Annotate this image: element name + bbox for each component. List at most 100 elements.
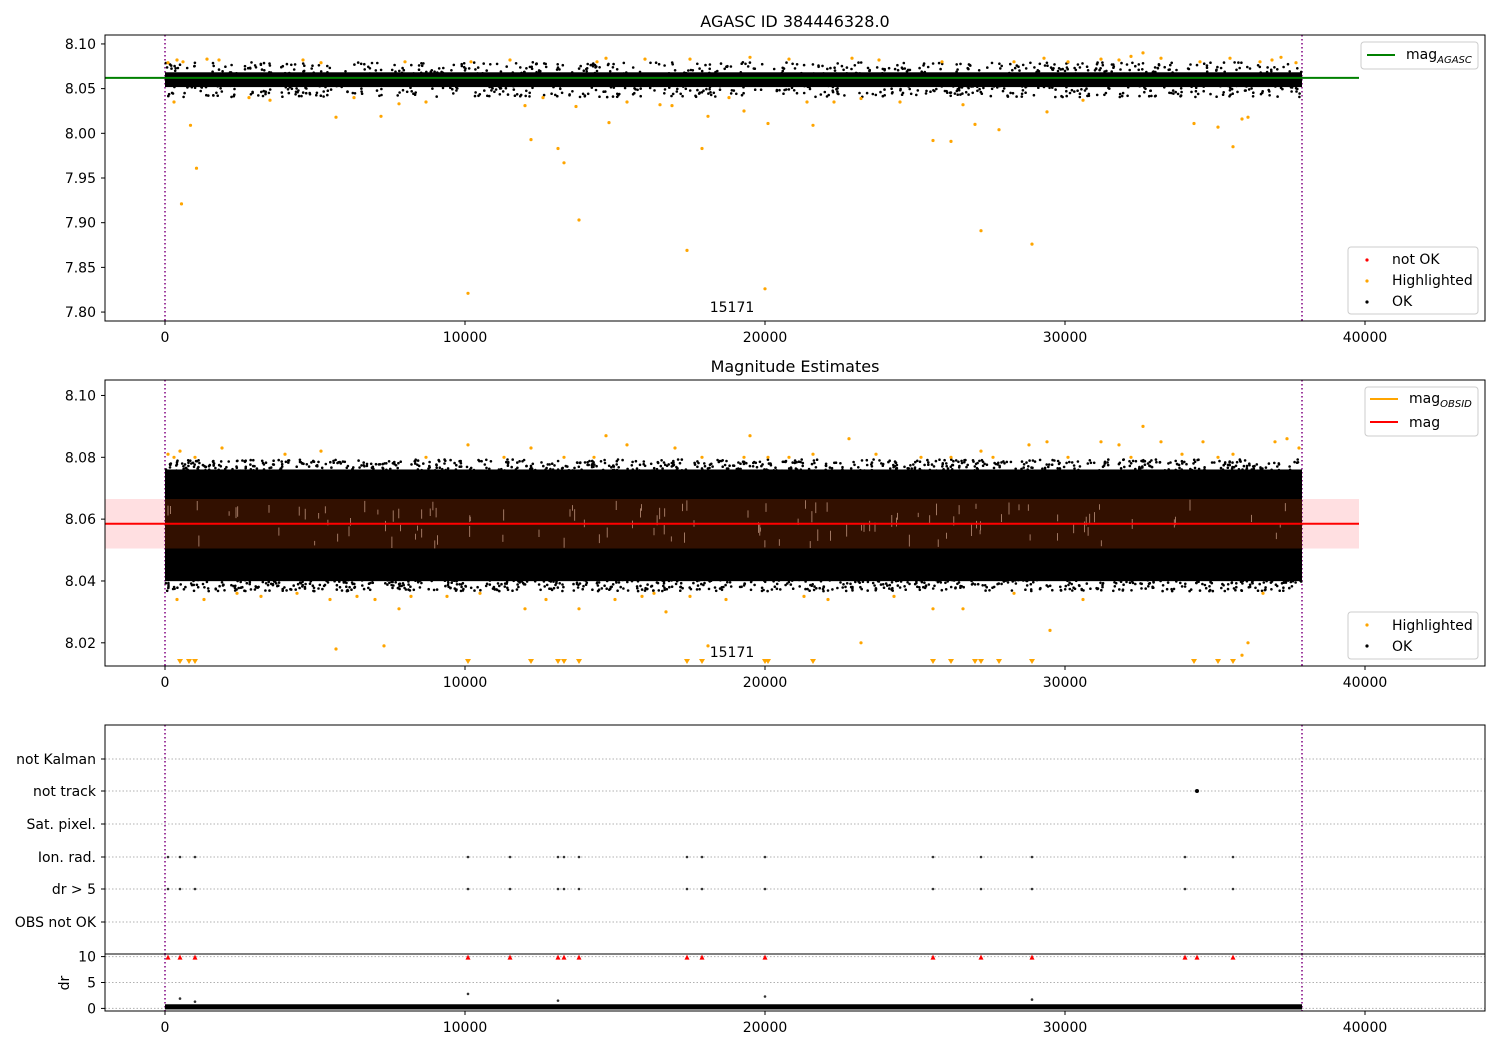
magnitude-ok-point — [1180, 468, 1183, 471]
magnitude-ok-point — [1159, 579, 1162, 583]
magnitude-ok-point — [763, 579, 766, 582]
agasc-xtick-label-1: 10000 — [443, 330, 488, 346]
magnitude-ok-point — [360, 464, 363, 467]
dr-point — [1030, 998, 1034, 1001]
legend2-highlighted-marker — [1365, 623, 1369, 627]
magnitude-ok-point — [383, 578, 386, 581]
magnitude-ok-point — [414, 462, 417, 465]
magnitude-ok-point — [1223, 589, 1227, 593]
agasc-ok-point — [1112, 65, 1116, 68]
magnitude-ok-point — [257, 585, 260, 589]
magnitude-ok-point — [305, 463, 309, 466]
agasc-ok-point — [949, 94, 952, 98]
magnitude-ok-point — [212, 462, 216, 465]
magnitude-ok-point — [545, 466, 548, 470]
agasc-ok-point — [732, 89, 736, 92]
magnitude-ok-point — [539, 588, 542, 592]
agasc-ok-point — [204, 85, 208, 89]
magnitude-ok-point — [696, 465, 699, 469]
agasc-ok-point — [935, 87, 938, 91]
magnitude-ok-point — [518, 460, 521, 463]
magnitude-ok-point — [1060, 469, 1064, 473]
magnitude-ok-point — [766, 458, 770, 461]
agasc-ok-point — [1205, 66, 1209, 69]
magnitude-ok-point — [936, 580, 940, 584]
magnitude-ok-point — [362, 587, 366, 591]
agasc-highlighted-point — [301, 58, 305, 62]
agasc-ok-point — [315, 91, 319, 95]
agasc-ok-point — [312, 71, 316, 74]
agasc-ok-point — [326, 71, 329, 74]
magnitude-ok-point — [919, 579, 922, 582]
agasc-ok-point — [811, 63, 815, 66]
magnitude-ok-point — [338, 580, 341, 583]
magnitude-ok-point — [496, 582, 500, 585]
agasc-highlighted-point — [685, 248, 689, 252]
magnitude-ok-point — [716, 458, 719, 462]
magnitude-ok-point — [1289, 580, 1293, 584]
magnitude-ok-point — [782, 469, 786, 473]
magnitude-ok-point — [1122, 458, 1125, 461]
agasc-ok-point — [412, 72, 415, 75]
agasc-ok-point — [822, 72, 825, 75]
magnitude-ok-point — [1273, 461, 1276, 465]
magnitude-ok-point — [841, 586, 844, 589]
magnitude-ok-point — [851, 589, 854, 592]
flag-mark — [178, 887, 182, 891]
magnitude-ok-point — [516, 461, 519, 464]
magnitude-ok-point — [542, 464, 545, 468]
agasc-ytick-label-3: 7.95 — [65, 171, 96, 187]
magnitude-ok-point — [505, 582, 509, 585]
magnitude-ok-point — [1014, 582, 1018, 585]
magnitude-ok-point — [1180, 459, 1184, 463]
flag-mark — [1030, 887, 1034, 891]
agasc-highlighted-point — [931, 138, 935, 143]
magnitude-ok-point — [1121, 589, 1125, 592]
magnitude-ok-point — [298, 586, 301, 590]
magnitude-ok-point — [870, 468, 873, 472]
magnitude-ok-point — [1293, 460, 1296, 464]
agasc-ok-point — [442, 66, 445, 70]
agasc-ok-point — [257, 94, 260, 97]
magnitude-ok-point — [447, 585, 450, 589]
magnitude-highlighted-point — [1099, 440, 1103, 444]
magnitude-ok-point — [543, 585, 546, 588]
agasc-ok-point — [1174, 90, 1177, 94]
dr-xtick-label-3: 30000 — [1043, 1020, 1088, 1036]
magnitude-ok-point — [332, 459, 335, 463]
agasc-ok-point — [292, 68, 296, 71]
magnitude-ok-point — [1101, 583, 1104, 587]
magnitude-ok-point — [636, 587, 639, 590]
magnitude-ok-point — [1090, 470, 1094, 473]
agasc-ok-point — [1126, 85, 1130, 89]
magnitude-clipped-marker — [699, 659, 705, 664]
agasc-ok-point — [450, 69, 453, 72]
magnitude-ok-point — [167, 581, 170, 585]
magnitude-ok-point — [196, 585, 200, 589]
agasc-ok-point — [226, 72, 229, 76]
magnitude-ok-point — [743, 582, 746, 585]
agasc-ok-point — [1232, 72, 1235, 76]
magnitude-ok-point — [1240, 469, 1244, 473]
agasc-ok-point — [782, 92, 785, 95]
agasc-highlighted-point — [742, 109, 746, 113]
magnitude-ok-point — [960, 461, 964, 465]
magnitude-ok-point — [294, 588, 298, 591]
magnitude-ok-point — [785, 578, 788, 581]
agasc-ok-point — [802, 91, 806, 95]
agasc-ok-point — [1033, 66, 1036, 69]
agasc-ok-point — [836, 87, 839, 90]
agasc-ok-point — [1244, 89, 1247, 92]
agasc-ok-point — [319, 94, 323, 97]
agasc-ok-point — [324, 85, 327, 89]
agasc-ok-point — [568, 94, 571, 97]
magnitude-ok-point — [1294, 581, 1297, 584]
magnitude-ok-point — [1251, 579, 1254, 583]
magnitude-ok-point — [1025, 584, 1029, 587]
agasc-ok-point — [595, 69, 599, 73]
magnitude-ok-point — [810, 462, 814, 466]
magnitude-ok-point — [842, 583, 845, 586]
agasc-ok-point — [1171, 71, 1174, 74]
magnitude-ok-point — [458, 459, 461, 463]
magnitude-ok-point — [678, 461, 682, 465]
